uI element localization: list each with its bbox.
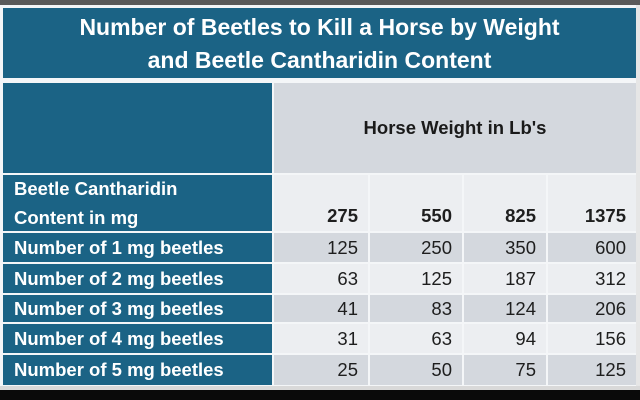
row-header-label-line2: Content in mg [14,207,139,228]
column-header-825: 825 [464,175,546,231]
table-cell: 83 [370,295,462,322]
header-row-group: Horse Weight in Lb's [3,83,636,173]
table-cell: 63 [274,264,368,293]
table-cell: 250 [370,233,462,262]
header-row-columns: Beetle Cantharidin Content in mg 275 550… [3,175,636,231]
row-label: Number of 5 mg beetles [3,355,272,385]
table-cell: 31 [274,324,368,353]
row-header-label: Beetle Cantharidin Content in mg [3,175,272,231]
table-cell: 63 [370,324,462,353]
row-label: Number of 1 mg beetles [3,233,272,262]
bottom-black-band [0,390,640,400]
table-cell: 94 [464,324,546,353]
table-cell: 125 [548,355,636,385]
row-label: Number of 3 mg beetles [3,295,272,322]
table-cell: 125 [370,264,462,293]
table-cell: 125 [274,233,368,262]
table-cell: 350 [464,233,546,262]
table-row: Number of 5 mg beetles 25 50 75 125 [3,355,636,385]
column-header-275: 275 [274,175,368,231]
column-header-550: 550 [370,175,462,231]
row-label: Number of 2 mg beetles [3,264,272,293]
window-top-bar [0,0,640,5]
table-cell: 41 [274,295,368,322]
table-cell: 25 [274,355,368,385]
table-row: Number of 4 mg beetles 31 63 94 156 [3,324,636,353]
table-cell: 124 [464,295,546,322]
table-cell: 187 [464,264,546,293]
column-header-1375: 1375 [548,175,636,231]
horse-weight-header: Horse Weight in Lb's [274,83,636,173]
title-line-1: Number of Beetles to Kill a Horse by Wei… [79,14,560,40]
row-label: Number of 4 mg beetles [3,324,272,353]
table-cell: 312 [548,264,636,293]
table-cell: 156 [548,324,636,353]
table-title: Number of Beetles to Kill a Horse by Wei… [3,8,636,78]
table-cell: 75 [464,355,546,385]
table-row: Number of 2 mg beetles 63 125 187 312 [3,264,636,293]
table-row: Number of 1 mg beetles 125 250 350 600 [3,233,636,262]
title-line-2: and Beetle Cantharidin Content [147,47,492,73]
corner-cell [3,83,272,173]
row-header-label-line1: Beetle Cantharidin [14,178,178,199]
bottom-edge [0,386,640,390]
table-row: Number of 3 mg beetles 41 83 124 206 [3,295,636,322]
table-cell: 50 [370,355,462,385]
right-edge [636,5,640,390]
table-cell: 600 [548,233,636,262]
table-cell: 206 [548,295,636,322]
